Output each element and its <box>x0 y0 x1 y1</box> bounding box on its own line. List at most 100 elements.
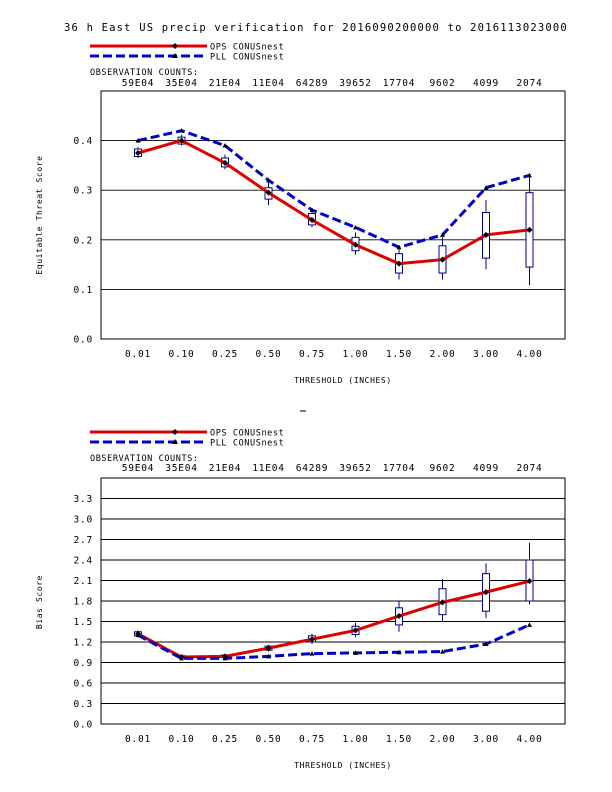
pll-point <box>440 649 445 654</box>
y-axis-label: Equitable Threat Score <box>35 155 44 274</box>
y-tick-label: 3.3 <box>73 494 93 505</box>
pll-point <box>266 177 271 183</box>
series-line-1 <box>137 129 530 249</box>
legend-label-1: PLL CONUSnest <box>210 439 284 449</box>
legend-marker-diamond <box>172 43 178 49</box>
observation-count: 17704 <box>383 463 416 474</box>
y-tick-label: 0.0 <box>73 335 93 346</box>
observation-count: 21E04 <box>209 463 242 474</box>
x-tick-label: 0.75 <box>299 349 325 360</box>
x-tick-label: 0.25 <box>212 349 238 360</box>
pll-point <box>309 207 315 213</box>
legend-label-1: PLL CONUSnest <box>210 53 284 63</box>
legend-marker-triangle <box>172 53 178 58</box>
y-tick-label: 3.0 <box>73 515 93 526</box>
pll-point <box>353 224 358 230</box>
y-tick-label: 0.0 <box>73 720 93 731</box>
observation-count: 59E04 <box>122 78 155 89</box>
ops-point <box>135 150 141 156</box>
x-tick-label: 1.50 <box>386 734 412 745</box>
plot-frame <box>100 90 566 340</box>
ops-point <box>483 231 489 238</box>
series-line-1 <box>137 623 531 660</box>
observation-counts-label: OBSERVATION COUNTS: <box>90 68 199 78</box>
legend-marker-diamond <box>172 429 178 435</box>
series-line-0 <box>137 139 530 266</box>
y-tick-label: 1.5 <box>73 617 93 628</box>
pll-point <box>396 649 402 655</box>
x-axis-label: THRESHOLD (INCHES) <box>294 761 392 770</box>
observation-count: 39652 <box>339 463 372 474</box>
y-tick-label: 0.9 <box>73 658 93 669</box>
x-axis-label: THRESHOLD (INCHES) <box>294 376 392 385</box>
x-tick-label: 1.50 <box>386 349 412 360</box>
y-tick-label: 1.2 <box>73 638 93 649</box>
pll-point <box>222 655 228 661</box>
ops-point <box>396 260 402 267</box>
x-tick-label: 1.00 <box>342 349 368 360</box>
legend-label-0: OPS CONUSnest <box>210 43 284 53</box>
observation-count: 21E04 <box>209 78 242 89</box>
observation-count: 35E04 <box>165 78 198 89</box>
x-tick-label: 2.00 <box>429 734 455 745</box>
x-tick-label: 0.75 <box>299 734 325 745</box>
pll-point <box>440 232 445 237</box>
observation-count: 9602 <box>429 78 455 89</box>
series-line-0 <box>137 579 530 659</box>
ops-point <box>309 216 315 223</box>
ops-point <box>178 137 185 144</box>
pll-point <box>222 143 228 148</box>
observation-count: 4099 <box>473 78 499 89</box>
y-tick-label: 0.2 <box>73 235 93 246</box>
pll-point <box>135 138 141 143</box>
x-tick-label: 0.50 <box>255 734 281 745</box>
observation-count: 17704 <box>383 78 416 89</box>
ops-point <box>222 159 228 166</box>
pll-point <box>353 650 358 655</box>
ops-point <box>265 189 272 196</box>
observation-count: 64289 <box>296 463 329 474</box>
pll-point <box>483 641 489 647</box>
pll-point <box>527 622 532 627</box>
y-tick-label: 2.7 <box>73 535 93 546</box>
ops-point <box>265 645 272 652</box>
observation-count: 39652 <box>339 78 372 89</box>
y-tick-label: 0.3 <box>73 699 93 710</box>
x-tick-label: 0.25 <box>212 734 238 745</box>
ops-point <box>526 226 533 233</box>
y-tick-label: 0.6 <box>73 679 93 690</box>
ops-point <box>439 599 446 606</box>
x-tick-label: 1.00 <box>342 734 368 745</box>
x-tick-label: 2.00 <box>429 349 455 360</box>
x-tick-label: 0.01 <box>125 349 151 360</box>
pll-point <box>396 244 402 250</box>
ops-point <box>526 578 533 585</box>
x-tick-label: 0.10 <box>168 734 194 745</box>
y-tick-label: 1.8 <box>73 597 93 608</box>
legend-label-0: OPS CONUSnest <box>210 429 284 439</box>
ops-point <box>352 627 359 634</box>
x-tick-label: 0.50 <box>255 349 281 360</box>
pll-point <box>527 172 532 178</box>
observation-count: 11E04 <box>252 78 285 89</box>
figure-title: 36 h East US precip verification for 201… <box>64 22 568 34</box>
y-axis-label: Bias Score <box>35 575 44 629</box>
ops-point <box>352 241 359 248</box>
y-tick-label: 0.4 <box>73 136 93 147</box>
x-tick-label: 0.01 <box>125 734 151 745</box>
legend-marker-triangle <box>172 439 178 444</box>
pll-point <box>135 632 141 638</box>
observation-count: 9602 <box>429 463 455 474</box>
pll-point <box>309 651 315 656</box>
observation-count: 2074 <box>516 78 542 89</box>
ops-point <box>483 589 489 596</box>
x-tick-label: 3.00 <box>473 349 499 360</box>
y-tick-label: 0.3 <box>73 186 93 197</box>
y-tick-label: 2.4 <box>73 556 93 567</box>
pll-point <box>179 655 184 661</box>
x-tick-label: 4.00 <box>516 734 542 745</box>
pll-point <box>266 653 271 659</box>
